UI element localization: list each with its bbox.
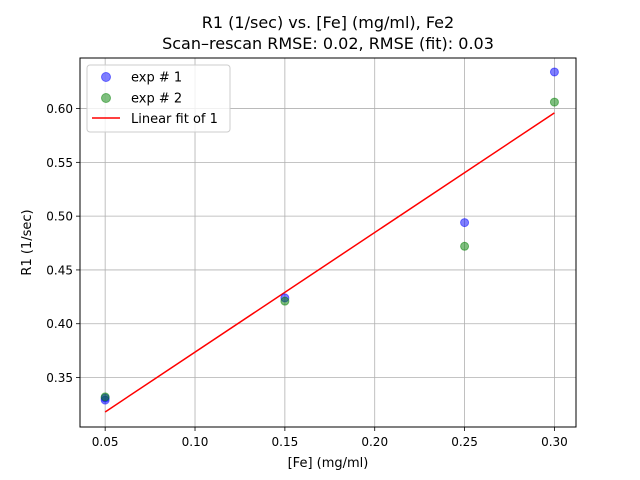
legend-box <box>86 64 231 133</box>
data-point-series-1 <box>549 67 559 77</box>
y-tick-label: 0.55 <box>46 156 73 170</box>
x-tick-label: 0.25 <box>451 435 478 449</box>
x-tick-label: 0.30 <box>541 435 568 449</box>
x-tick-label: 0.20 <box>361 435 388 449</box>
legend-label-exp1: exp # 1 <box>131 71 182 86</box>
data-point-series-2 <box>549 97 559 107</box>
fit-line <box>104 112 555 413</box>
x-tick-label: 0.15 <box>272 435 299 449</box>
y-axis-label: R1 (1/sec) <box>20 209 35 275</box>
y-tick-label: 0.35 <box>46 371 73 385</box>
data-point-series-2 <box>280 296 290 306</box>
y-tick-label: 0.50 <box>46 210 73 224</box>
legend: exp # 1 exp # 2 Linear fit of 1 <box>86 64 231 133</box>
ticks-layer: 0.05 0.10 0.15 0.20 0.25 0.30 0.35 0.40 0.45 0.50… <box>46 102 568 449</box>
y-tick-label: 0.45 <box>46 263 73 277</box>
axes-frame <box>79 57 577 428</box>
data-point-series-2 <box>460 241 470 251</box>
fit-line-layer <box>104 112 555 413</box>
y-tick-label: 0.40 <box>46 317 73 331</box>
points-layer <box>100 67 559 405</box>
x-axis-label: [Fe] (mg/ml) <box>288 456 369 471</box>
x-tick-label: 0.10 <box>182 435 209 449</box>
y-tick-label: 0.60 <box>46 102 73 116</box>
grid <box>80 58 576 427</box>
legend-marker-exp1 <box>101 72 111 82</box>
chart-title: R1 (1/sec) vs. [Fe] (mg/ml), Fe2 <box>202 13 454 32</box>
legend-marker-exp2 <box>101 93 111 103</box>
legend-label-fit: Linear fit of 1 <box>131 112 218 127</box>
data-point-series-2 <box>100 392 110 402</box>
data-point-series-1 <box>460 218 470 228</box>
chart-subtitle: Scan–rescan RMSE: 0.02, RMSE (fit): 0.03 <box>162 34 494 53</box>
x-tick-label: 0.05 <box>92 435 119 449</box>
legend-label-exp2: exp # 2 <box>131 92 182 107</box>
